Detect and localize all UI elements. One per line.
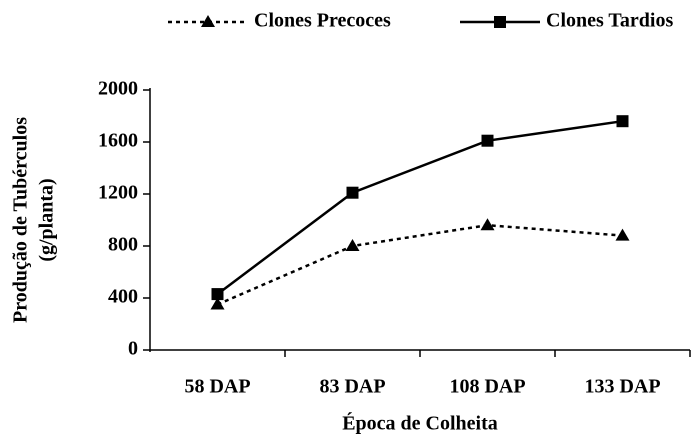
y-axis-label: (g/planta) <box>36 178 58 261</box>
y-tick-label: 1200 <box>98 182 138 204</box>
y-tick-label: 2000 <box>98 78 138 100</box>
y-tick-label: 0 <box>128 338 138 360</box>
x-axis-label: Época de Colheita <box>342 412 498 435</box>
marker <box>615 228 630 241</box>
marker <box>210 297 225 310</box>
marker <box>201 15 215 27</box>
marker <box>481 134 494 147</box>
marker <box>346 186 359 199</box>
series-line <box>216 119 623 296</box>
legend-label: Clones Tardios <box>546 10 673 32</box>
marker <box>616 115 629 128</box>
y-tick-label: 1600 <box>98 130 138 152</box>
y-tick-label: 800 <box>108 234 138 256</box>
y-tick-label: 400 <box>108 286 138 308</box>
x-tick-label: 133 DAP <box>584 376 660 398</box>
marker <box>345 239 360 251</box>
x-tick-label: 108 DAP <box>449 376 525 398</box>
marker <box>494 16 506 28</box>
marker <box>211 288 224 301</box>
x-tick-label: 83 DAP <box>319 376 385 398</box>
legend-label: Clones Precoces <box>254 10 391 32</box>
series-line <box>217 223 623 306</box>
y-axis-label: Produção de Tubérculos <box>10 117 32 323</box>
x-tick-label: 58 DAP <box>184 376 250 398</box>
marker <box>480 218 495 231</box>
